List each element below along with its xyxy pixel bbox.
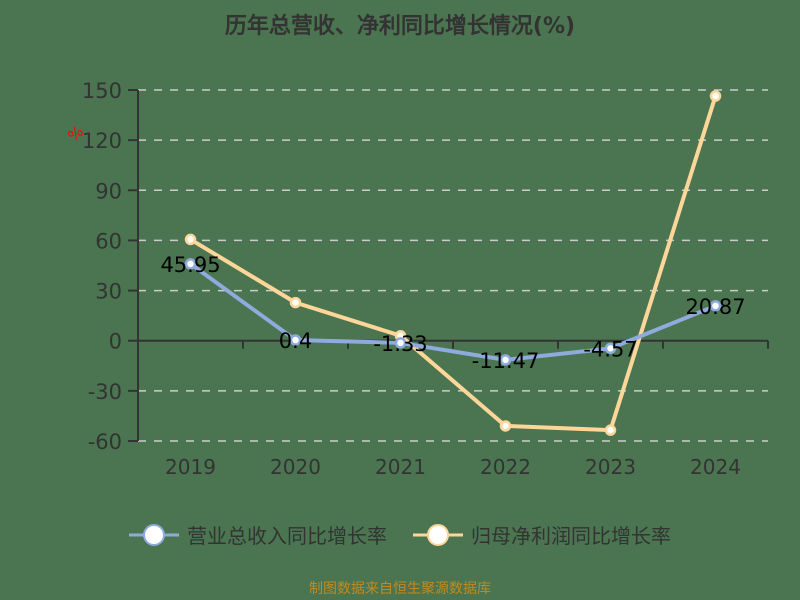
y-tick-label: 150	[82, 79, 122, 103]
x-tick-label: 2020	[270, 455, 321, 479]
y-tick-label: -60	[88, 430, 122, 454]
legend-marker-revenue-icon	[129, 523, 179, 546]
legend-marker-profit-icon	[413, 523, 463, 546]
x-tick-label: 2024	[690, 455, 741, 479]
x-tick-label: 2021	[375, 455, 426, 479]
data-point[interactable]	[289, 334, 302, 346]
y-tick-label: 30	[95, 280, 122, 304]
y-tick-label: 60	[95, 229, 122, 253]
data-label: -4.57	[583, 337, 637, 361]
data-label: -1.33	[373, 332, 427, 356]
data-point[interactable]	[709, 90, 722, 102]
data-point[interactable]	[604, 342, 617, 355]
data-point[interactable]	[604, 424, 617, 436]
series-line	[189, 262, 717, 362]
legend-label-revenue: 营业总收入同比增长率	[187, 524, 387, 548]
x-tick-label: 2019	[165, 455, 216, 479]
data-source-note: 制图数据来自恒生聚源数据库	[309, 581, 491, 597]
data-point[interactable]	[394, 337, 407, 349]
legend-item-profit[interactable]: 归母净利润同比增长率	[413, 520, 671, 549]
y-tick-label: 120	[82, 129, 122, 153]
data-label: 20.87	[685, 295, 745, 319]
x-tick-label: 2022	[480, 455, 531, 479]
data-point[interactable]	[709, 300, 722, 312]
data-point[interactable]	[184, 233, 197, 246]
legend: 营业总收入同比增长率 归母净利润同比增长率	[0, 520, 800, 549]
data-point[interactable]	[289, 296, 302, 309]
legend-item-revenue[interactable]: 营业总收入同比增长率	[129, 520, 387, 549]
chart-title: 历年总营收、净利同比增长情况(%)	[224, 14, 576, 39]
data-label: 45.95	[160, 253, 220, 277]
series-line	[189, 95, 718, 433]
x-tick-label: 2023	[585, 455, 636, 479]
data-label: -11.47	[472, 349, 540, 373]
data-label: 0.4	[279, 329, 312, 353]
y-tick-label: -30	[88, 380, 122, 404]
y-tick-label: 0	[109, 330, 122, 354]
data-point[interactable]	[184, 258, 197, 270]
data-point[interactable]	[499, 420, 512, 432]
y-tick-label: 90	[95, 179, 122, 203]
data-point[interactable]	[499, 354, 512, 366]
legend-label-profit: 归母净利润同比增长率	[471, 524, 671, 548]
